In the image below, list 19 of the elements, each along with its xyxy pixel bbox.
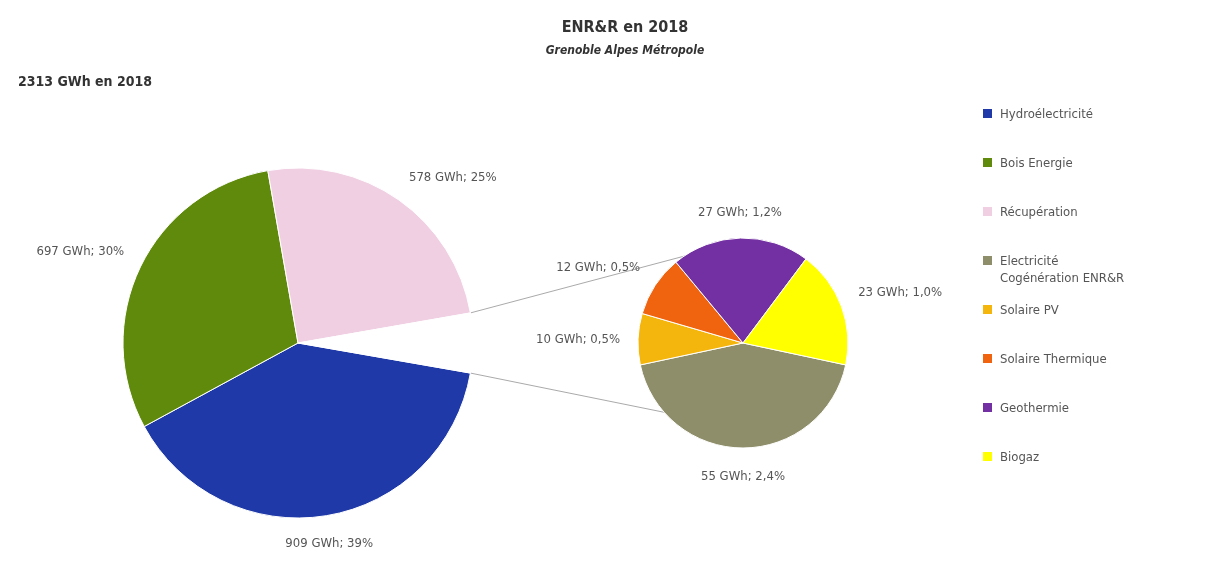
legend-label: Bois Energie: [1000, 155, 1073, 170]
data-label: 909 GWh; 39%: [285, 535, 374, 551]
data-label: 12 GWh; 0,5%: [556, 259, 641, 275]
chart-subtitle: Grenoble Alpes Métropole: [545, 43, 705, 57]
legend-label: Electricité Cogénération ENR&R: [1000, 253, 1125, 285]
data-label: 10 GWh; 0,5%: [536, 331, 621, 347]
legend-label: Solaire Thermique: [1000, 351, 1107, 366]
legend-label: Récupération: [1000, 204, 1078, 219]
data-label: 27 GWh; 1,2%: [697, 204, 782, 220]
legend-label: Solaire PV: [1000, 302, 1059, 317]
chart-title: ENR&R en 2018: [561, 17, 689, 36]
legend-label: Hydroélectricité: [1000, 106, 1093, 121]
data-label: 578 GWh; 25%: [408, 169, 497, 185]
data-label: 55 GWh; 2,4%: [701, 468, 785, 483]
data-label: 23 GWh; 1,0%: [858, 283, 943, 299]
legend-label: Biogaz: [1000, 449, 1040, 464]
data-label: 697 GWh; 30%: [36, 243, 125, 259]
text: 2313 GWh en 2018: [18, 73, 152, 89]
legend-label: Geothermie: [1000, 400, 1070, 415]
